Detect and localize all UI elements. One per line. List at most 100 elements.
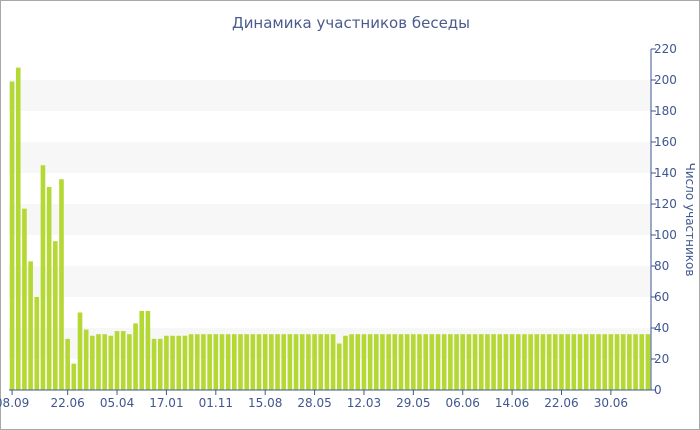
x-tick-label: 15.08 (248, 396, 282, 410)
x-tick-label: 29.05 (396, 396, 430, 410)
bar (306, 334, 311, 390)
bar (59, 179, 64, 390)
bar (22, 208, 27, 390)
bar (460, 334, 466, 390)
bar (219, 334, 225, 390)
bar (355, 334, 361, 390)
bar (373, 334, 379, 390)
bar (108, 335, 114, 390)
y-tick-label: 60 (654, 290, 669, 304)
bar (318, 334, 324, 390)
bar (225, 334, 231, 390)
bar (127, 334, 132, 390)
bar (590, 334, 595, 390)
bar (65, 338, 70, 390)
bar (534, 334, 540, 390)
bar (454, 334, 459, 390)
bar (645, 334, 651, 390)
bar (9, 81, 15, 391)
bar (102, 334, 107, 390)
y-tick-label: 0 (654, 383, 662, 397)
bar (528, 334, 533, 390)
bar (349, 334, 354, 390)
bar (238, 334, 243, 390)
bar (596, 334, 601, 390)
grid-band (9, 266, 651, 297)
bar (269, 334, 274, 390)
y-tick-label: 80 (654, 259, 669, 273)
bar (281, 334, 287, 390)
bar (565, 334, 570, 390)
bar (157, 338, 163, 390)
bar (244, 334, 249, 390)
bar (201, 334, 206, 390)
bar (367, 334, 373, 390)
y-tick-label: 40 (654, 321, 669, 335)
x-tick-label: 12.03 (347, 396, 381, 410)
bar (392, 334, 398, 390)
bar (411, 334, 416, 390)
y-tick-label: 20 (654, 352, 669, 366)
bar (275, 334, 280, 390)
x-tick-label: 06.06 (446, 396, 480, 410)
bar (639, 334, 645, 390)
bar (423, 334, 428, 390)
bar (90, 335, 95, 390)
y-tick-label: 180 (654, 104, 677, 118)
bar (441, 334, 447, 390)
bar (34, 297, 40, 390)
x-tick-label: 30.06 (594, 396, 628, 410)
y-tick-label: 200 (654, 73, 677, 87)
bar (343, 335, 348, 390)
bar (491, 334, 496, 390)
bar (546, 334, 552, 390)
bar (553, 334, 558, 390)
bar (312, 334, 317, 390)
bar (478, 334, 484, 390)
bar (361, 334, 367, 390)
bar (522, 334, 527, 390)
bar (627, 334, 632, 390)
bar (509, 334, 515, 390)
bar (188, 334, 194, 390)
x-tick-label: 28.05 (297, 396, 331, 410)
bar (398, 334, 404, 390)
bar (15, 67, 21, 390)
y-tick-label: 220 (654, 42, 677, 56)
bar (46, 186, 52, 390)
bar (52, 241, 58, 390)
bar (262, 334, 268, 390)
bar (293, 334, 299, 390)
bar (120, 331, 126, 390)
bar (213, 334, 219, 390)
bar (404, 334, 410, 390)
bar (571, 334, 577, 390)
bar (540, 334, 546, 390)
bar (250, 334, 256, 390)
bar (133, 323, 138, 390)
bar (330, 334, 336, 390)
bar (176, 335, 182, 390)
bar (602, 334, 608, 390)
y-tick-label: 100 (654, 228, 677, 242)
bar (299, 334, 305, 390)
bar (417, 334, 422, 390)
bar (83, 329, 89, 390)
x-tick-label: 05.04 (100, 396, 134, 410)
bar (633, 334, 638, 390)
grid-band (9, 80, 651, 111)
bar (324, 334, 330, 390)
bar (515, 334, 521, 390)
bar (435, 334, 441, 390)
bar (466, 334, 472, 390)
bar (429, 334, 435, 390)
bar (503, 334, 509, 390)
bar (145, 310, 151, 390)
x-tick-label: 22.06 (544, 396, 578, 410)
bar (497, 334, 503, 390)
y-tick-label: 160 (654, 135, 677, 149)
bar (287, 334, 293, 390)
bar (485, 334, 490, 390)
bar (380, 334, 385, 390)
bar (28, 261, 33, 390)
